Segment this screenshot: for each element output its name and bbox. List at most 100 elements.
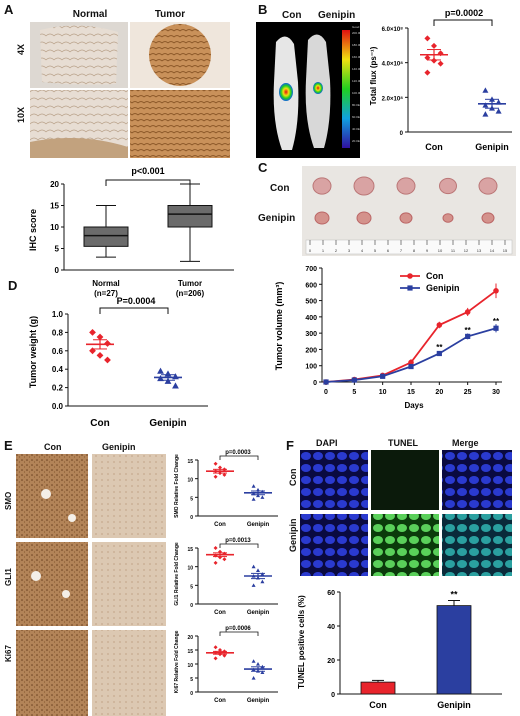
a-cat-normal: Normal	[92, 279, 120, 288]
b-y-tick-label: 0	[400, 131, 404, 137]
c-ruler	[305, 239, 513, 255]
d-point-genipin	[157, 367, 164, 374]
f-axes: 0 20 40 60	[327, 590, 502, 699]
b-colorbar-top-label: Good	[352, 25, 360, 29]
e2-y-tick-label: 5	[190, 677, 193, 683]
a-cat-normal-n: (n=27)	[94, 289, 118, 298]
c-legend-marker	[407, 273, 413, 279]
f-row-con: Con	[288, 468, 298, 487]
e-gli1-con-image	[16, 542, 88, 626]
f-y-tick-label: 20	[327, 658, 335, 665]
b-colorbar-value: 100.0E6	[352, 91, 360, 95]
e2-point-con	[213, 645, 218, 650]
c-lines: ** ** **	[323, 283, 500, 385]
b-point-con	[424, 54, 431, 61]
d-y-tick-label: 0.0	[52, 402, 64, 411]
d-scatter: Tumor weight (g) 0.0 0.2 0.4 0.6 0.8 1.0 P=0.…	[28, 296, 208, 429]
f-fluorescence-images	[300, 450, 512, 576]
a-y-tick-label: 10	[50, 223, 59, 232]
a-cat-tumor-n: (n=206)	[176, 289, 205, 298]
e-col-genipin: Genipin	[102, 442, 136, 452]
d-y-tick-label: 0.4	[52, 365, 64, 374]
b-point-genipin	[495, 108, 502, 114]
e1-point-con	[218, 555, 222, 560]
d-points: 0.0 0.2 0.4 0.6 0.8 1.0	[52, 310, 182, 411]
a-cat-tumor: Tumor	[178, 279, 202, 288]
f-y-tick-label: 60	[327, 590, 335, 597]
c-row-con: Con	[270, 183, 290, 194]
a-col-tumor: Tumor	[154, 9, 186, 20]
f-con-dapi-image	[300, 450, 368, 510]
b-colorbar-value: 180.0E6	[352, 43, 360, 47]
e0-point-genipin	[256, 493, 260, 498]
d-ylabel: Tumor weight (g)	[28, 316, 38, 388]
b-colorbar	[342, 30, 350, 148]
f-col-tunel: TUNEL	[388, 438, 418, 448]
f-ylabel: TUNEL positive cells (%)	[297, 595, 306, 689]
e1-point-con	[213, 560, 218, 565]
c-ruler-marks: 0 1 2 3 4 5 6 7 8 9 10 11 12 13 14 15	[309, 240, 508, 253]
a-boxes	[83, 183, 213, 262]
e0-point-genipin	[251, 484, 256, 488]
b-signal-con	[279, 83, 293, 101]
f-col-dapi: DAPI	[316, 438, 338, 448]
b-point-genipin	[482, 102, 489, 108]
c-tumor-genipin	[399, 212, 413, 224]
c-y-tick-label: 100	[305, 364, 317, 371]
e1-point-genipin	[256, 568, 260, 572]
c-sig-mark: **	[465, 326, 472, 335]
e-gli1-genipin-image	[92, 542, 166, 626]
a-y-tick-label: 20	[50, 180, 59, 189]
f-row-genipin: Genipin	[288, 518, 298, 553]
d-y-tick-label: 0.8	[52, 328, 64, 337]
b-signal-genipin	[313, 82, 323, 94]
c-ruler-number: 0	[309, 248, 312, 253]
c-ruler-number: 5	[374, 248, 377, 253]
a-boxplot: IHC score 0 5 10 15 20 p<0.001 Normal (n=27)…	[28, 166, 234, 298]
e1-point-genipin	[260, 579, 265, 584]
e0-point-genipin	[260, 495, 265, 499]
e0-point-con	[218, 465, 222, 470]
c-ruler-number: 15	[503, 248, 508, 253]
e-smo-scatter: SMO Relative Fold Change 0 5 10 15 p=0.0003 Co…	[174, 450, 278, 528]
e-row-smo: SMO	[4, 491, 13, 510]
panel-d-label: D	[8, 278, 18, 293]
e2-point-genipin	[251, 676, 256, 680]
e-gli1-scatter: GLI1 Relative Fold Change 0 5 10 15 p=0.0013 C…	[174, 538, 278, 616]
c-line-genipin	[325, 327, 497, 383]
c-y-tick-label: 200	[305, 347, 317, 354]
c-ruler-number: 7	[400, 248, 403, 253]
f-cat-genipin: Genipin	[437, 700, 471, 710]
e-smo-con-image	[16, 454, 88, 538]
e0-y-tick-label: 10	[187, 478, 193, 484]
c-ruler-number: 9	[426, 248, 429, 253]
c-ruler-number: 11	[451, 248, 456, 253]
b-point-genipin	[482, 111, 489, 117]
c-ruler-number: 2	[335, 248, 338, 253]
f-con-tunel-image	[371, 450, 439, 510]
c-row-genipin: Genipin	[258, 213, 296, 224]
a-annotation: p<0.001	[131, 166, 164, 176]
f-col-merge: Merge	[452, 438, 479, 448]
a-micrographs	[30, 22, 230, 158]
c-x-tick-label: 20	[435, 389, 443, 396]
c-tumor-con	[478, 177, 498, 195]
d-point-con	[96, 352, 104, 359]
d-point-con	[104, 356, 111, 364]
a-bracket	[105, 179, 191, 186]
a-tumor-10x-image	[130, 90, 230, 158]
b-points: 0 2.0×10⁸ 4.0×10⁸ 6.0×10⁸	[382, 27, 506, 137]
e1-y-tick-label: 5	[190, 584, 193, 590]
d-point-con	[89, 347, 96, 355]
c-tumor-con	[396, 177, 416, 195]
e1-y-tick-label: 10	[187, 566, 193, 572]
b-y-tick-label: 4.0×10⁸	[382, 62, 404, 68]
e-col-con: Con	[44, 442, 62, 452]
c-x-tick-label: 15	[407, 389, 415, 396]
c-line-chart: Tumor volume (mm³) 010020030040050060070…	[274, 266, 502, 410]
e-ki67-con-image	[16, 630, 88, 716]
c-point-genipin	[323, 379, 329, 385]
c-axes: 0 100 200 300 400 500 600 700 0 5 10 15 20 25 30	[305, 266, 502, 396]
e2-y-tick-label: 20	[187, 635, 193, 641]
e0-y-tick-label: 0	[190, 515, 193, 521]
